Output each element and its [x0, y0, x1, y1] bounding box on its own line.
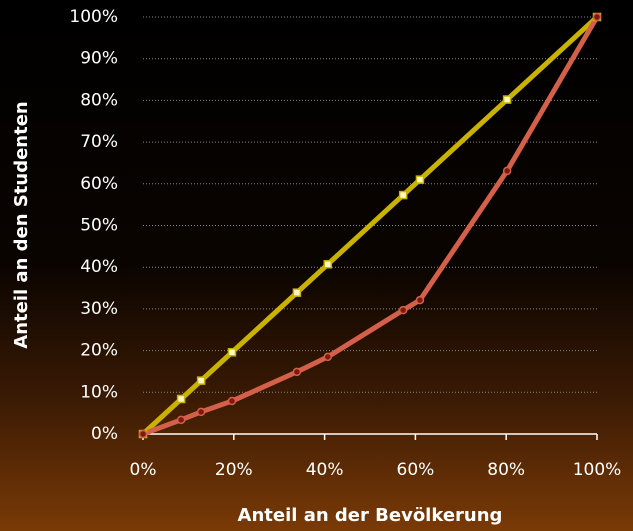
- x-axis-title: Anteil an der Bevölkerung: [238, 505, 503, 526]
- marker: [292, 367, 302, 377]
- marker: [415, 295, 425, 305]
- y-tick-label: 70%: [80, 132, 118, 152]
- marker: [227, 396, 237, 406]
- marker: [196, 407, 206, 417]
- x-tick-label: 60%: [397, 460, 435, 480]
- marker: [502, 95, 512, 104]
- x-tick-label: 40%: [306, 460, 344, 480]
- marker: [323, 260, 333, 269]
- series-line: [142, 15, 600, 437]
- marker: [592, 12, 602, 22]
- y-tick-label: 100%: [69, 7, 118, 27]
- y-tick-label: 0%: [91, 424, 118, 444]
- marker: [398, 190, 408, 200]
- marker: [502, 166, 512, 176]
- marker: [292, 288, 302, 297]
- x-tick-label: 100%: [573, 460, 622, 480]
- y-tick-label: 60%: [80, 174, 118, 194]
- marker: [398, 305, 408, 315]
- y-tick-label: 80%: [80, 90, 118, 110]
- x-tick-label: 0%: [130, 460, 157, 480]
- y-tick-label: 30%: [80, 299, 118, 319]
- x-tick-label: 20%: [215, 460, 253, 480]
- y-tick-label: 10%: [80, 382, 118, 402]
- y-tick-label: 20%: [80, 341, 118, 361]
- y-tick-label: 50%: [80, 216, 118, 236]
- marker: [227, 348, 237, 357]
- y-tick-label: 90%: [80, 49, 118, 69]
- marker: [138, 429, 148, 439]
- marker: [176, 394, 186, 404]
- marker: [176, 415, 186, 425]
- y-tick-label: 40%: [80, 257, 118, 277]
- x-tick-label: 80%: [487, 460, 525, 480]
- marker: [323, 352, 333, 362]
- series-line: [141, 15, 599, 436]
- marker: [196, 376, 206, 385]
- marker: [415, 175, 425, 184]
- y-axis-title: Anteil an den Studenten: [11, 101, 32, 348]
